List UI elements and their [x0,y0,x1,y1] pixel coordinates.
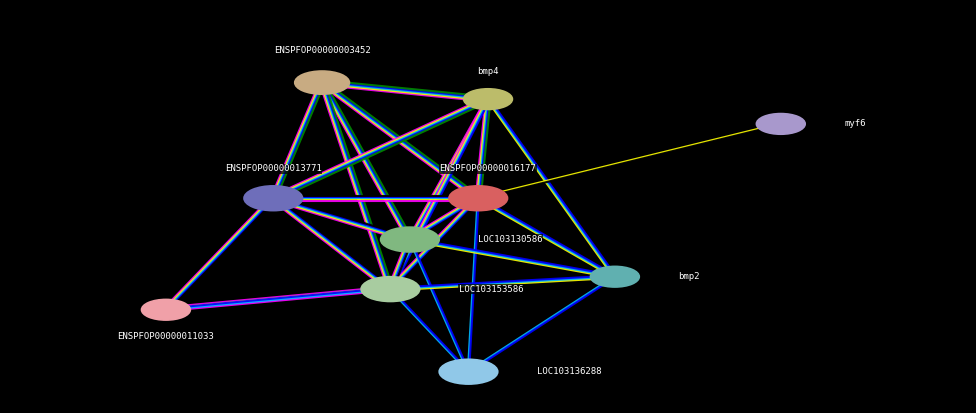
Ellipse shape [590,266,639,287]
Text: ENSPFOP00000016177: ENSPFOP00000016177 [439,164,537,173]
Ellipse shape [244,186,303,211]
Ellipse shape [361,277,420,301]
Ellipse shape [464,89,512,109]
Text: ENSPFOP00000013771: ENSPFOP00000013771 [224,164,322,173]
Ellipse shape [142,299,190,320]
Text: myf6: myf6 [844,119,866,128]
Text: ENSPFOP00000011033: ENSPFOP00000011033 [117,332,215,342]
Text: ENSPFOP00000003452: ENSPFOP00000003452 [273,45,371,55]
Text: LOC103130586: LOC103130586 [478,235,543,244]
Ellipse shape [381,227,439,252]
Text: LOC103153586: LOC103153586 [459,285,523,294]
Text: LOC103136288: LOC103136288 [537,367,601,376]
Ellipse shape [449,186,508,211]
Ellipse shape [439,359,498,384]
Ellipse shape [295,71,349,94]
Ellipse shape [756,114,805,134]
Text: bmp2: bmp2 [678,272,700,281]
Text: bmp4: bmp4 [477,67,499,76]
